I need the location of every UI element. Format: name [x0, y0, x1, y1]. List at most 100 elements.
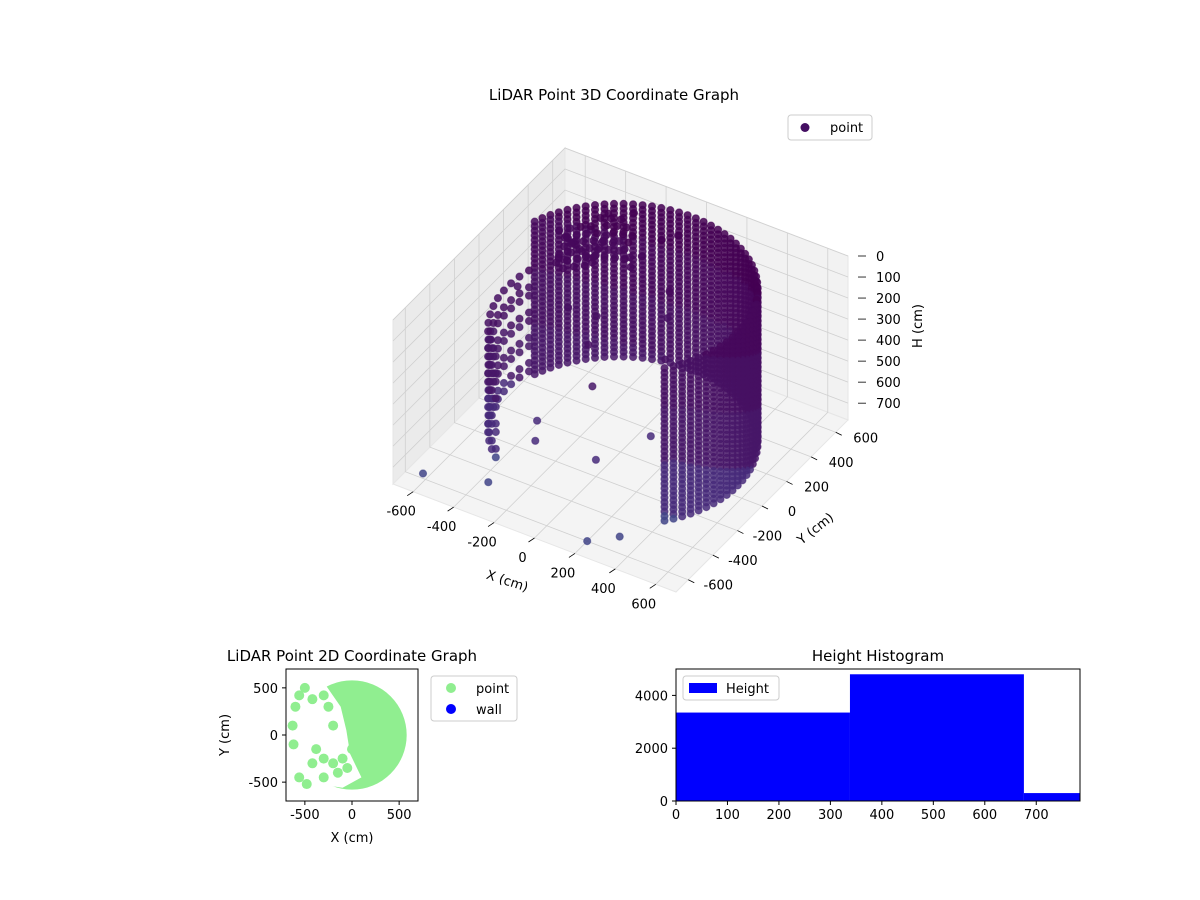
- point-3d: [515, 289, 524, 298]
- point-3d: [663, 314, 672, 323]
- point-2d: [332, 767, 343, 778]
- point-3d: [515, 339, 524, 348]
- point-3d: [620, 245, 629, 254]
- point-3d: [507, 346, 516, 355]
- y-tick-3d: [737, 530, 744, 534]
- point-3d: [507, 304, 516, 313]
- chart-3d-points: [418, 199, 762, 546]
- point-3d: [626, 263, 635, 272]
- point-3d: [702, 503, 711, 512]
- point-3d: [507, 380, 516, 389]
- point-3d: [606, 214, 616, 223]
- point-3d: [600, 252, 609, 262]
- point-3d: [507, 329, 516, 338]
- point-3d: [524, 367, 534, 376]
- x-tick-3d: [649, 583, 657, 589]
- x-tick-label-hist: 200: [767, 808, 792, 823]
- point-3d: [596, 213, 605, 223]
- point-3d: [487, 360, 496, 370]
- point-3d: [507, 296, 516, 305]
- point-3d: [615, 237, 624, 246]
- y-tick-label-3d: 200: [804, 480, 829, 495]
- point-3d: [626, 253, 635, 262]
- point-3d: [524, 333, 534, 342]
- point-3d: [524, 291, 534, 300]
- point-3d: [491, 453, 500, 462]
- point-3d: [484, 478, 493, 487]
- point-2d: [342, 763, 353, 773]
- y-tick-label-hist: 2000: [635, 742, 668, 757]
- point-3d: [661, 355, 670, 364]
- point-2d: [299, 682, 310, 693]
- y-tick-label-3d: -400: [728, 554, 758, 569]
- grid-line-y: [429, 283, 713, 556]
- point-3d: [487, 411, 496, 420]
- y-tick-label-3d: -600: [704, 579, 734, 594]
- x-tick-3d: [447, 506, 454, 512]
- point-3d: [484, 327, 493, 336]
- h-tick-label-3d: 0: [876, 250, 884, 265]
- histogram-bar: [1023, 793, 1080, 801]
- point-3d: [563, 358, 572, 367]
- x-tick-3d: [528, 537, 535, 543]
- point-3d: [524, 342, 534, 351]
- point-2d: [294, 772, 305, 783]
- point-3d: [589, 236, 598, 245]
- legend-2d-wall-marker: [446, 704, 456, 714]
- legend-2d-point-marker: [446, 683, 456, 693]
- grid-line-x: [493, 186, 667, 523]
- y-tick-3d: [835, 431, 842, 436]
- point-3d: [515, 365, 524, 374]
- point-3d: [491, 352, 500, 361]
- point-3d: [585, 244, 594, 253]
- point-3d: [604, 245, 613, 254]
- point-2d: [287, 720, 298, 731]
- y-tick-3d: [786, 481, 793, 485]
- point-2d: [307, 694, 318, 705]
- point-3d: [485, 335, 494, 344]
- point-3d: [618, 230, 628, 239]
- point-3d: [499, 353, 508, 362]
- h-tick-label-3d: 200: [876, 292, 901, 307]
- point-3d: [546, 363, 555, 372]
- point-3d: [581, 354, 590, 364]
- point-3d: [646, 432, 655, 441]
- point-3d: [579, 237, 588, 246]
- y-tick-label-3d: 0: [788, 505, 796, 520]
- x-tick-3d: [609, 568, 616, 574]
- point-3d: [609, 352, 619, 361]
- histogram-legend-swatch: [689, 683, 717, 693]
- point-3d: [590, 353, 600, 362]
- x-tick-label-3d: -600: [386, 505, 416, 520]
- chart-3d-ticks: -600-400-2000200400600-600-400-200020040…: [386, 250, 900, 612]
- point-3d: [628, 231, 637, 240]
- y-tick-label-3d: 400: [829, 456, 854, 471]
- point-3d: [586, 222, 596, 231]
- point-3d: [615, 532, 624, 541]
- point-3d: [619, 352, 628, 361]
- point-3d: [559, 264, 568, 273]
- point-3d: [564, 303, 573, 312]
- point-3d: [592, 312, 601, 321]
- point-2d: [318, 690, 329, 701]
- chart-3d-title: LiDAR Point 3D Coordinate Graph: [489, 86, 739, 104]
- point-3d: [565, 224, 575, 233]
- chart-2d-title: LiDAR Point 2D Coordinate Graph: [227, 647, 477, 665]
- point-3d: [647, 355, 657, 364]
- point-3d: [491, 369, 500, 378]
- point-3d: [613, 222, 622, 231]
- grid-line-h: [392, 168, 849, 342]
- x-tick-label-3d: 200: [551, 566, 576, 581]
- y-tick-label-hist: 4000: [635, 689, 668, 704]
- legend-3d: point: [787, 114, 873, 141]
- point-3d: [507, 279, 516, 288]
- y-tick-label-3d: 600: [853, 431, 878, 446]
- point-2d: [323, 701, 334, 712]
- grid-line-y: [454, 258, 738, 531]
- point-3d: [563, 247, 572, 256]
- point-3d: [507, 321, 516, 330]
- legend-2d-point-label: point: [476, 682, 509, 697]
- histogram-legend: Height: [682, 675, 780, 701]
- legend-2d-wall-label: wall: [476, 703, 502, 718]
- point-2d: [307, 758, 318, 769]
